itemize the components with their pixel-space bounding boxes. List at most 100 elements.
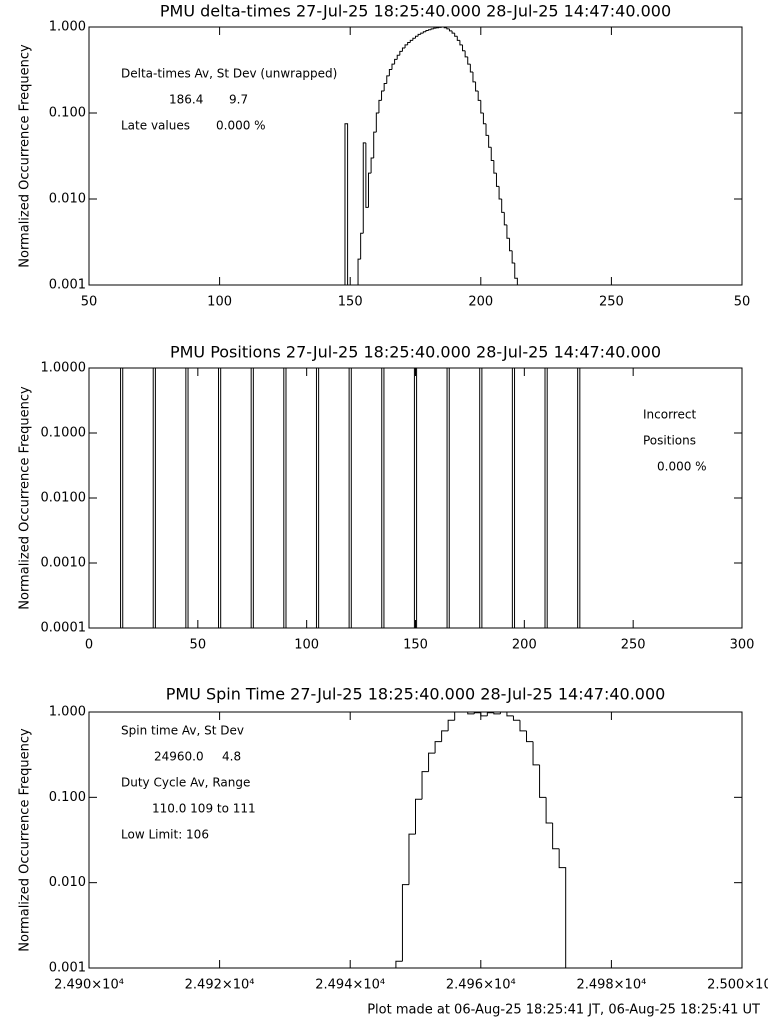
chart-title: PMU Spin Time 27-Jul-25 18:25:40.000 28-… xyxy=(166,685,666,704)
y-tick-label: 0.0010 xyxy=(41,556,87,571)
x-tick-label: 100 xyxy=(294,638,319,653)
histogram-step xyxy=(475,81,479,92)
x-tick-label: 250 xyxy=(621,638,646,653)
plot-frame xyxy=(88,26,743,286)
histogram-step xyxy=(526,730,534,743)
y-axis-label: Normalized Occurrence Frequency xyxy=(18,386,33,610)
annotation: Incorrect xyxy=(643,408,696,422)
bar xyxy=(152,367,156,629)
bar xyxy=(511,367,516,629)
x-tick-label: 2.496×10⁴ xyxy=(446,978,516,993)
histogram-step xyxy=(381,90,385,101)
annotation: Low Limit: 106 xyxy=(121,828,209,842)
histogram-step xyxy=(370,157,374,174)
footer: Plot made at 06-Aug-25 18:25:41 JT, 06-A… xyxy=(367,1003,760,1018)
annotation: Delta-times Av, St Dev (unwrapped) xyxy=(121,67,337,81)
histogram-step xyxy=(446,27,450,30)
histogram-step xyxy=(383,83,387,92)
annotation: Duty Cycle Av, Range xyxy=(121,776,250,790)
histogram-step xyxy=(558,848,567,968)
histogram-step xyxy=(490,147,494,162)
histogram-step xyxy=(482,113,487,125)
bar xyxy=(250,367,254,629)
y-axis-label: Normalized Occurrence Frequency xyxy=(18,44,33,268)
y-tick-label: 1.0000 xyxy=(41,361,87,376)
bar xyxy=(577,367,581,629)
histogram-step xyxy=(434,741,442,754)
annotation: Spin time Av, St Dev xyxy=(121,724,244,738)
histogram-step xyxy=(552,823,560,850)
histogram-step xyxy=(512,715,520,721)
x-tick-label: 2.492×10⁴ xyxy=(185,978,255,993)
histogram-step xyxy=(477,91,481,101)
bar xyxy=(348,367,352,629)
x-tick-label: 2.500×10⁴ xyxy=(707,978,768,993)
histogram-step xyxy=(367,172,372,208)
histogram-step xyxy=(493,712,501,715)
annotation: 0.000 % xyxy=(657,460,707,474)
x-tick-label: 100 xyxy=(207,295,232,310)
histogram-step xyxy=(420,32,424,35)
x-tick-label: 50 xyxy=(81,295,98,310)
x-tick-label: 2.494×10⁴ xyxy=(315,978,385,993)
histogram-step xyxy=(395,960,403,968)
bar xyxy=(283,367,287,629)
histogram-step xyxy=(344,123,349,285)
histogram-step xyxy=(378,99,382,113)
histogram-step xyxy=(493,160,497,174)
plot-frame xyxy=(88,711,743,969)
histogram-step xyxy=(415,798,423,835)
x-tick-label: 2.490×10⁴ xyxy=(54,978,124,993)
x-tick-label: 150 xyxy=(338,295,363,310)
histogram-step xyxy=(417,33,421,37)
histogram-step xyxy=(388,69,392,76)
histogram-step xyxy=(421,771,429,800)
annotation: Positions xyxy=(643,434,696,448)
annotation: 0.000 % xyxy=(216,119,266,133)
y-tick-label: 1.000 xyxy=(49,20,86,35)
histogram-step xyxy=(375,112,379,133)
histogram-step xyxy=(511,250,515,264)
y-tick-label: 0.010 xyxy=(49,875,86,890)
histogram-step xyxy=(396,54,400,60)
histogram-step xyxy=(362,142,366,234)
chart-title: PMU delta-times 27-Jul-25 18:25:40.000 2… xyxy=(160,2,671,21)
histogram-step xyxy=(495,173,500,187)
bar xyxy=(413,367,418,629)
histogram-step xyxy=(447,719,455,731)
histogram-step xyxy=(499,711,507,714)
histogram-step xyxy=(430,28,434,30)
histogram-step xyxy=(545,797,553,824)
histogram-step xyxy=(391,63,395,70)
x-tick-label: 150 xyxy=(403,638,428,653)
y-tick-label: 0.0100 xyxy=(41,491,87,506)
histogram-step xyxy=(409,39,413,43)
y-axis-label: Normalized Occurrence Frequency xyxy=(18,728,33,952)
y-tick-label: 0.010 xyxy=(49,192,86,207)
bar xyxy=(479,367,483,629)
bar xyxy=(544,367,548,629)
histogram-step xyxy=(443,27,447,29)
histogram-step xyxy=(480,100,484,114)
x-tick-label: 2.498×10⁴ xyxy=(576,978,646,993)
histogram-step xyxy=(472,71,476,83)
x-tick-label: 0 xyxy=(85,638,93,653)
histogram-step xyxy=(401,884,409,962)
histogram-step xyxy=(425,30,429,32)
histogram-step xyxy=(485,123,489,136)
histogram-step xyxy=(428,752,436,772)
x-tick-label: 300 xyxy=(730,638,755,653)
histogram-step xyxy=(506,712,514,717)
histogram-step xyxy=(462,44,466,52)
histogram-step xyxy=(386,75,390,84)
y-tick-label: 0.001 xyxy=(49,961,86,976)
histogram-step xyxy=(498,186,502,200)
histogram-step xyxy=(415,35,419,39)
y-tick-label: 0.0001 xyxy=(41,621,87,636)
bar xyxy=(315,367,320,629)
histogram-step xyxy=(464,50,468,58)
histogram-step xyxy=(399,50,403,56)
histogram-step xyxy=(532,741,540,766)
